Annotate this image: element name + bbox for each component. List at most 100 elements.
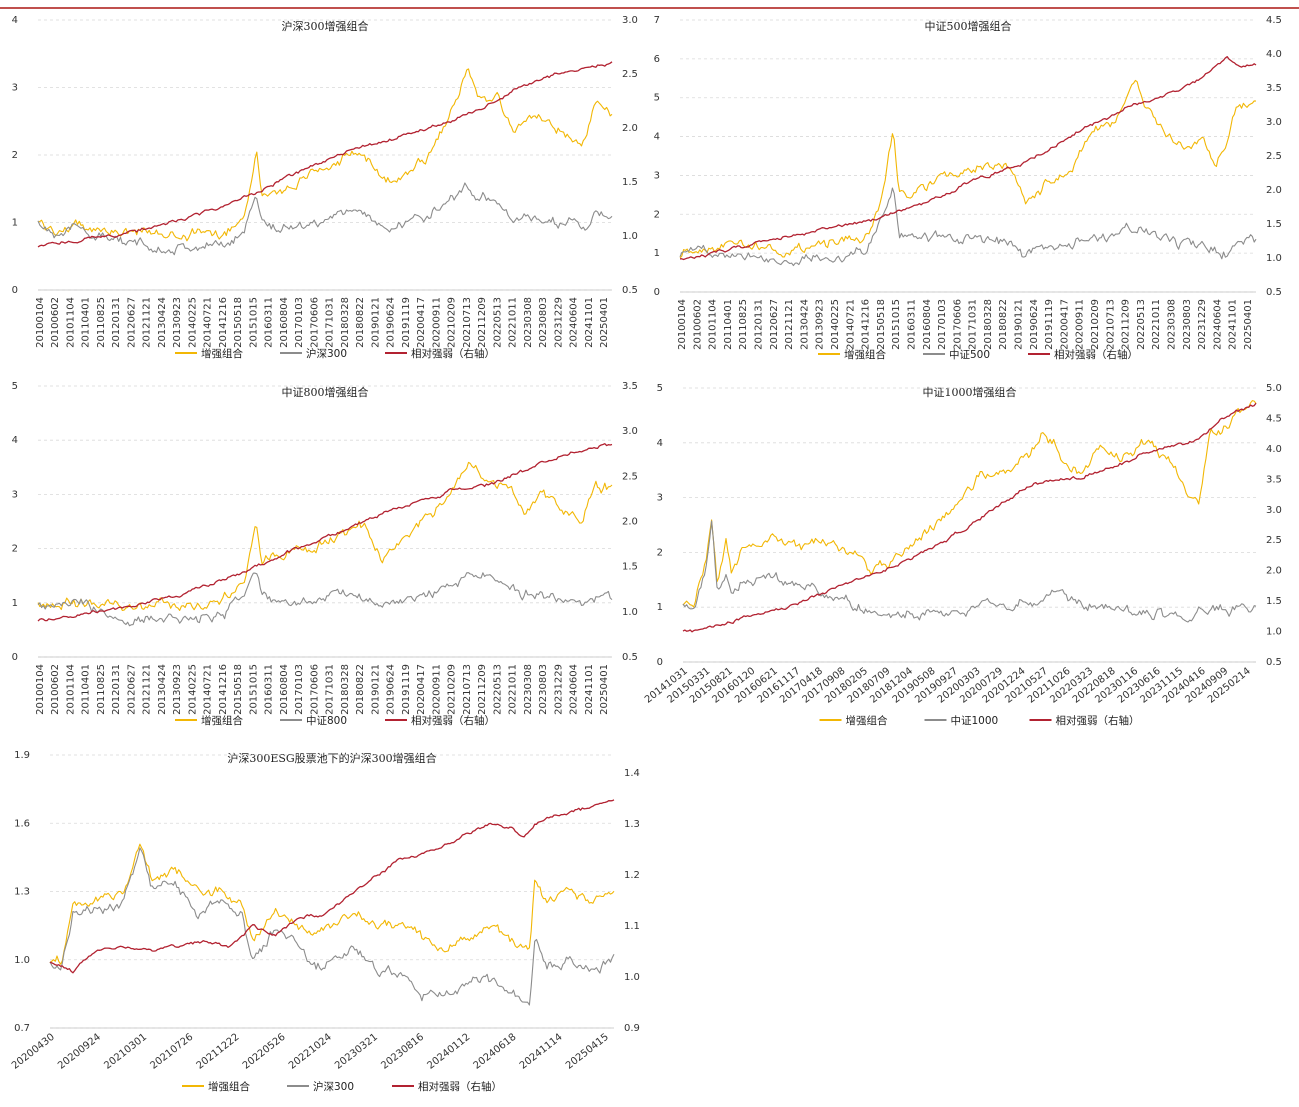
y-tick-right: 1.0 <box>624 972 640 983</box>
legend-label: 相对强弱（右轴） <box>418 1080 502 1093</box>
x-tick: 20121121 <box>142 297 153 348</box>
chart-title: 沪深300增强组合 <box>282 19 369 33</box>
x-tick: 20190121 <box>370 297 381 348</box>
x-tick: 20140225 <box>830 299 841 350</box>
y-tick-left: 3 <box>12 83 18 94</box>
x-tick: 20210209 <box>447 664 458 715</box>
x-tick: 20140225 <box>187 297 198 348</box>
chart-zz800: 中证800增强组合0123450.51.01.52.02.53.03.52010… <box>12 381 638 727</box>
y-tick-right: 1.1 <box>624 921 640 932</box>
y-tick-right: 1.5 <box>1266 596 1282 607</box>
x-tick: 20231229 <box>1197 299 1208 350</box>
series-line-2 <box>37 61 613 248</box>
x-tick: 20240604 <box>569 664 580 715</box>
x-tick: 20231229 <box>553 297 564 348</box>
x-tick: 20110825 <box>738 299 749 350</box>
x-tick: 20101104 <box>708 299 719 350</box>
y-tick-left: 3 <box>657 493 663 504</box>
y-tick-right: 3.5 <box>1266 83 1282 94</box>
series-line-1 <box>49 847 615 1006</box>
x-tick: 20240604 <box>1212 299 1223 350</box>
y-tick-right: 3.0 <box>622 15 638 26</box>
x-tick: 20250401 <box>1243 299 1254 350</box>
y-tick-right: 0.5 <box>1266 657 1282 668</box>
y-tick-left: 4 <box>657 438 663 449</box>
y-tick-right: 3.0 <box>1266 117 1282 128</box>
x-tick: 20200911 <box>431 297 442 348</box>
x-tick: 20250415 <box>564 1032 611 1072</box>
x-tick: 20171031 <box>968 299 979 350</box>
y-tick-right: 2.5 <box>622 69 638 80</box>
y-tick-right: 0.5 <box>622 285 638 296</box>
y-tick-left: 0 <box>12 285 18 296</box>
y-tick-left: 1.0 <box>14 955 30 966</box>
y-tick-left: 1 <box>12 218 18 229</box>
chart-zz1000: 中证1000增强组合0123450.51.01.52.02.53.03.54.0… <box>643 383 1282 727</box>
x-tick: 20160804 <box>279 664 290 715</box>
x-tick: 20241101 <box>584 297 595 348</box>
header-divider <box>0 7 1299 9</box>
x-tick: 20101104 <box>65 664 76 715</box>
x-tick: 20221011 <box>508 297 519 348</box>
series-line-1 <box>37 182 613 256</box>
x-tick: 20191119 <box>401 297 412 348</box>
x-tick: 20100104 <box>35 297 46 348</box>
x-tick: 20170103 <box>294 297 305 348</box>
legend-label: 增强组合 <box>201 347 243 360</box>
series-line-2 <box>682 402 1257 633</box>
y-tick-right: 1.0 <box>1266 627 1282 638</box>
y-tick-right: 3.5 <box>1266 474 1282 485</box>
x-tick: 20141216 <box>861 299 872 350</box>
x-tick: 20160311 <box>264 664 275 715</box>
x-tick: 20200911 <box>1075 299 1086 350</box>
x-tick: 20241101 <box>1228 299 1239 350</box>
y-tick-right: 3.0 <box>622 426 638 437</box>
legend-label: 中证500 <box>949 348 990 361</box>
y-tick-left: 1.3 <box>14 887 30 898</box>
chart-esg: 沪深300ESG股票池下的沪深300增强组合 0.7 1.0 1.3 1.6 1.9 0.9… <box>10 750 640 1093</box>
x-tick: 20190624 <box>386 664 397 715</box>
x-tick: 20130424 <box>157 664 168 715</box>
x-tick: 20230816 <box>379 1032 426 1072</box>
x-tick: 20190624 <box>1029 299 1040 350</box>
x-tick: 20200430 <box>10 1032 57 1072</box>
x-tick: 20210713 <box>462 297 473 348</box>
y-tick-right: 2.5 <box>622 471 638 482</box>
x-tick: 20241101 <box>584 664 595 715</box>
x-tick: 20240618 <box>472 1032 519 1072</box>
y-tick-left: 2 <box>657 547 663 558</box>
x-tick: 20200911 <box>431 664 442 715</box>
chart-title: 中证1000增强组合 <box>923 385 1017 399</box>
x-tick: 20230803 <box>538 297 549 348</box>
x-tick: 20100104 <box>35 664 46 715</box>
x-tick: 20150518 <box>233 664 244 715</box>
x-tick: 20200417 <box>416 297 427 348</box>
legend-label: 增强组合 <box>208 1080 250 1093</box>
x-tick: 20240112 <box>425 1032 472 1072</box>
series-line-0 <box>682 400 1257 608</box>
x-tick: 20180822 <box>355 664 366 715</box>
x-tick: 20240604 <box>569 297 580 348</box>
x-tick: 20151015 <box>248 664 259 715</box>
y-tick-left: 1 <box>12 598 18 609</box>
series-line-1 <box>679 187 1257 267</box>
legend-label: 相对强弱（右轴） <box>1054 348 1138 361</box>
x-tick: 20170606 <box>952 299 963 350</box>
x-tick: 20141216 <box>218 664 229 715</box>
y-tick-right: 1.0 <box>1266 253 1282 264</box>
x-tick: 20211222 <box>195 1032 242 1072</box>
series-line-0 <box>37 461 613 611</box>
x-tick: 20180328 <box>983 299 994 350</box>
x-tick: 20211209 <box>1121 299 1132 350</box>
y-tick-right: 3.0 <box>1266 505 1282 516</box>
x-tick: 20120627 <box>126 297 137 348</box>
legend-label: 相对强弱（右轴） <box>1056 714 1140 727</box>
x-tick: 20110401 <box>723 299 734 350</box>
x-tick: 20130923 <box>172 297 183 348</box>
y-tick-right: 2.5 <box>1266 535 1282 546</box>
x-tick: 20210301 <box>102 1032 149 1072</box>
y-tick-left: 2 <box>12 544 18 555</box>
x-tick: 20180822 <box>355 297 366 348</box>
y-tick-right: 1.2 <box>624 870 640 881</box>
x-tick: 20140721 <box>845 299 856 350</box>
